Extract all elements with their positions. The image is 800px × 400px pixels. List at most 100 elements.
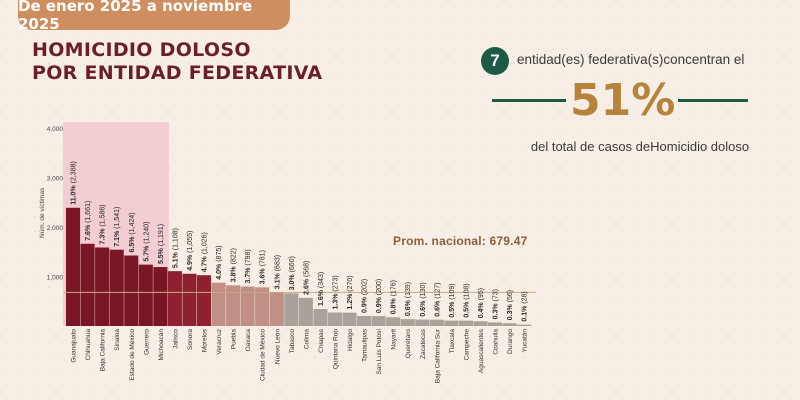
category-label: Tamaulipas — [362, 328, 369, 362]
category-label: Nayarit — [391, 329, 398, 350]
category-label: Quintana Roo — [332, 329, 339, 369]
bar-value-label: 3.0% (660) — [289, 256, 296, 290]
bar — [502, 323, 517, 326]
y-tick-label: 1,000 — [47, 275, 64, 282]
bar-count: (56) — [507, 290, 514, 302]
category-label: Colima — [303, 329, 310, 350]
bar-percent: 0.1% — [522, 304, 529, 322]
bar-percent: 6.5% — [129, 235, 136, 253]
bar-value-label: 4.0% (875) — [216, 245, 223, 279]
bar-value-label: 1.3% (273) — [332, 275, 339, 309]
bar-percent: 1.6% — [318, 288, 325, 306]
y-tick-label: 3,000 — [47, 176, 64, 183]
category-label: Guerrero — [143, 329, 150, 355]
bar — [196, 275, 212, 326]
bar-count: (343) — [318, 272, 325, 288]
bar-value-label: 2.6% (568) — [303, 261, 310, 295]
total-cases-text: del total de casos deHomicidio doloso — [530, 139, 750, 154]
bar-value-label: 0.5% (108) — [463, 283, 470, 317]
bar-count: (2,388) — [71, 161, 78, 183]
bar-count: (1,661) — [85, 201, 92, 223]
bar-value-label: 0.9% (202) — [362, 279, 369, 313]
bar-value-label: 3.1% (683) — [274, 255, 281, 289]
bar-percent: 0.8% — [391, 296, 398, 314]
bar-percent: 1.2% — [347, 292, 354, 310]
category-label: Hidalgo — [347, 329, 354, 351]
bar-value-label: 1.2% (270) — [347, 275, 354, 309]
bar-percent: 0.3% — [493, 301, 500, 319]
entity-count-badge: 7 — [481, 47, 509, 75]
bar-percent: 7.3% — [100, 227, 107, 245]
bar-percent: 0.6% — [420, 299, 427, 317]
bar-labels: 11.0% (2,388) 7.6% (1,661) 7.3% (1,586) 7.1… — [71, 161, 529, 321]
category-label: Morelos — [202, 328, 209, 352]
bar — [444, 320, 459, 326]
bar-value-label: 0.9% (200) — [376, 279, 383, 313]
bar-count: (798) — [245, 249, 252, 265]
bar-value-label: 0.6% (139) — [405, 282, 412, 316]
bar-percent: 2.6% — [303, 277, 310, 295]
bar — [313, 309, 328, 326]
bar-count: (270) — [347, 275, 354, 291]
bar-count: (130) — [420, 282, 427, 298]
bar-value-label: 3.6% (781) — [260, 250, 267, 284]
y-tick-label: 2,000 — [47, 225, 64, 232]
bar-percent: 0.4% — [478, 300, 485, 318]
bar-count: (1,026) — [202, 232, 209, 254]
bar-percent: 3.0% — [289, 272, 296, 290]
category-label: Veracruz — [216, 329, 223, 355]
bar-count: (1,240) — [143, 222, 150, 244]
category-label: Tlaxcala — [449, 329, 456, 354]
bar — [80, 243, 95, 326]
bar — [400, 319, 415, 326]
category-label: Baja California Sur — [434, 328, 441, 383]
bar — [298, 297, 313, 326]
category-label: Chihuahua — [85, 329, 92, 361]
bar-percent: 4.9% — [187, 253, 194, 271]
bar-value-label: 1.6% (343) — [318, 272, 325, 306]
bar-percent: 1.3% — [332, 292, 339, 310]
bar-count: (1,055) — [187, 231, 194, 253]
bar — [226, 285, 241, 326]
bar-value-label: 6.5% (1,424) — [129, 212, 136, 252]
bar-count: (822) — [231, 248, 238, 264]
category-label: Ciudad de México — [260, 329, 267, 381]
bar-count: (1,108) — [172, 228, 179, 250]
category-label: Baja California — [100, 329, 107, 372]
bar-percent: 0.9% — [376, 295, 383, 313]
bar-count: (139) — [405, 282, 412, 298]
bar-percent: 3.6% — [260, 266, 267, 284]
bar-value-label: 0.6% (127) — [434, 282, 441, 316]
bar — [458, 320, 473, 326]
x-axis-labels: Guanajuato Chihuahua Baja California Sinalo… — [71, 328, 529, 383]
bar-count: (1,541) — [114, 207, 121, 229]
bar-count: (273) — [332, 275, 339, 291]
bar-value-label: 4.9% (1,055) — [187, 231, 194, 271]
bar — [517, 324, 532, 326]
page-title: HOMICIDIO DOLOSO POR ENTIDAD FEDERATIVA — [32, 39, 322, 85]
bar-value-label: 0.3% (73) — [493, 289, 500, 319]
bar-count: (683) — [274, 255, 281, 271]
bar — [153, 267, 168, 326]
bar-percent: 4.7% — [202, 254, 209, 272]
bar-value-label: 5.5% (1,191) — [158, 224, 165, 264]
bar — [211, 282, 226, 326]
bar — [182, 273, 197, 326]
bar-value-label: 7.3% (1,586) — [100, 204, 107, 244]
bar — [357, 316, 372, 326]
bar-value-label: 7.1% (1,541) — [114, 207, 121, 247]
bar-count: (109) — [449, 283, 456, 299]
bar-percent: 7.1% — [114, 229, 121, 247]
category-label: Coahuila — [493, 329, 500, 355]
bar-count: (660) — [289, 256, 296, 272]
bar-count: (568) — [303, 261, 310, 277]
bar — [386, 317, 401, 326]
bar-value-label: 0.5% (109) — [449, 283, 456, 317]
bar-percent: 3.7% — [245, 266, 252, 284]
national-average-label: Prom. nacional: 679.47 — [393, 234, 528, 248]
category-label: Aguascalientes — [478, 328, 485, 373]
bar-value-label: 0.8% (176) — [391, 280, 398, 314]
bar-count: (200) — [376, 279, 383, 295]
bar-count: (95) — [478, 288, 485, 300]
